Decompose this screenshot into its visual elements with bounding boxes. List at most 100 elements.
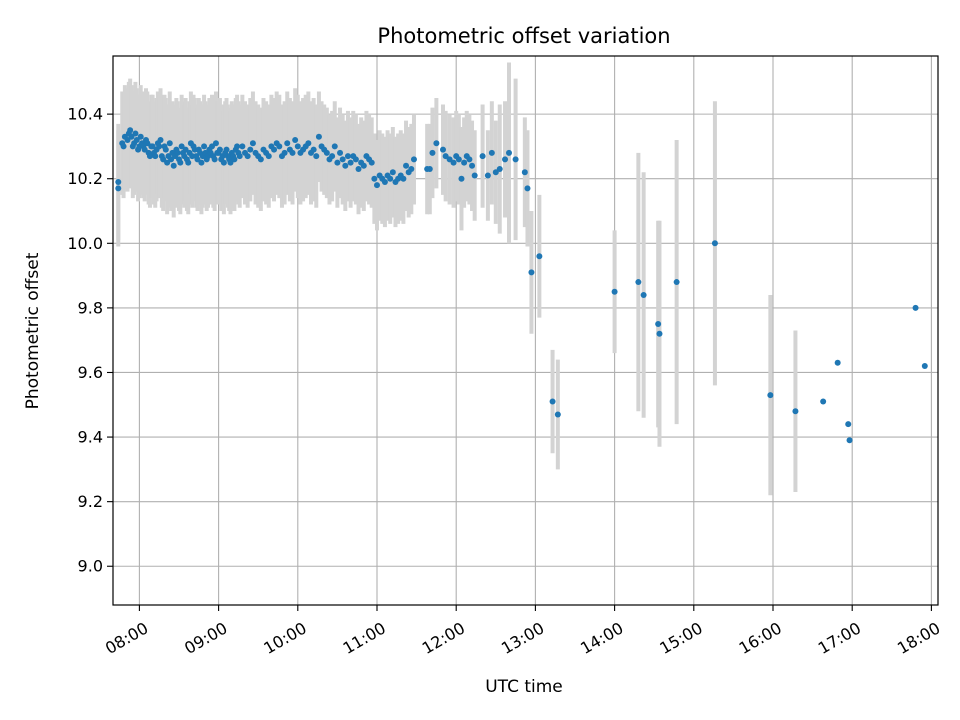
data-point: [352, 156, 359, 163]
data-point: [289, 149, 296, 156]
data-point: [127, 127, 134, 134]
data-point: [247, 146, 254, 153]
data-point: [209, 143, 215, 150]
data-point: [655, 321, 662, 328]
data-point: [479, 153, 486, 160]
data-point: [212, 140, 219, 147]
data-point: [711, 240, 718, 247]
data-point: [120, 143, 127, 150]
data-point: [440, 146, 446, 153]
data-point: [132, 130, 139, 137]
data-point: [554, 411, 561, 418]
y-axis: 9.0 9.2 9.4 9.6 9.8 10.0 10.2 10.4: [67, 105, 113, 576]
data-point: [234, 143, 241, 150]
data-point: [166, 140, 173, 147]
data-point: [521, 169, 528, 176]
data-point: [249, 140, 256, 147]
data-point: [276, 143, 283, 150]
data-point: [257, 156, 264, 163]
data-point: [408, 166, 415, 173]
data-point: [137, 133, 144, 140]
data-point: [640, 291, 647, 298]
data-point: [502, 156, 509, 163]
data-point: [549, 398, 556, 405]
y-tick-label: 9.6: [78, 363, 103, 382]
data-point: [466, 156, 473, 163]
data-point: [512, 156, 519, 163]
data-point: [767, 392, 774, 399]
data-point: [201, 143, 208, 150]
data-point: [371, 175, 378, 182]
data-point: [194, 156, 201, 163]
data-point: [157, 136, 164, 143]
data-point: [133, 136, 140, 143]
data-point: [471, 172, 478, 179]
data-point: [174, 149, 181, 156]
data-point: [334, 159, 341, 166]
data-point: [146, 153, 153, 160]
data-point: [410, 156, 417, 163]
data-point: [656, 330, 663, 337]
data-point: [331, 143, 338, 150]
data-point: [506, 149, 512, 156]
data-point: [231, 156, 238, 163]
data-point: [536, 253, 543, 260]
data-point: [170, 162, 177, 169]
data-point: [160, 156, 167, 163]
data-point: [185, 159, 192, 166]
data-point: [524, 185, 531, 192]
x-axis-label: UTC time: [485, 677, 563, 697]
data-point: [337, 149, 344, 156]
data-point: [488, 149, 495, 156]
data-point: [315, 133, 322, 140]
data-point: [271, 146, 278, 153]
data-point: [223, 146, 230, 153]
data-point: [182, 146, 189, 153]
data-point: [426, 166, 433, 173]
data-point: [239, 143, 246, 150]
data-point: [177, 159, 184, 166]
data-point: [912, 304, 919, 311]
data-point: [834, 359, 841, 366]
data-point: [347, 159, 354, 166]
data-point: [635, 279, 642, 286]
data-point: [611, 288, 618, 295]
data-point: [149, 143, 156, 150]
data-point: [461, 159, 468, 166]
data-point: [484, 172, 491, 179]
data-point: [446, 156, 453, 163]
data-point: [355, 166, 362, 173]
data-point: [156, 143, 163, 150]
data-point: [921, 363, 928, 370]
data-point: [236, 153, 243, 160]
data-point: [492, 169, 499, 176]
data-point: [528, 269, 535, 276]
data-point: [429, 149, 436, 156]
data-point: [389, 169, 396, 176]
data-point: [284, 140, 291, 147]
data-point: [323, 149, 330, 156]
data-point: [115, 178, 122, 185]
data-point: [227, 159, 234, 166]
data-point: [152, 153, 159, 160]
data-point: [168, 156, 175, 163]
data-point: [292, 136, 299, 143]
data-point: [450, 159, 457, 166]
data-point: [455, 156, 462, 163]
data-point: [381, 178, 388, 185]
y-tick-label: 9.8: [78, 298, 103, 317]
y-tick-label: 9.2: [78, 492, 103, 511]
data-point: [400, 175, 407, 182]
data-point: [344, 153, 351, 160]
data-point: [374, 182, 380, 189]
data-point: [673, 279, 680, 286]
y-tick-label: 9.4: [78, 428, 103, 447]
data-points: [115, 127, 928, 444]
data-point: [313, 153, 320, 160]
data-point: [442, 153, 449, 160]
data-point: [792, 408, 799, 415]
y-tick-label: 10.0: [67, 234, 103, 253]
data-point: [403, 162, 410, 169]
y-tick-label: 10.4: [67, 105, 103, 124]
